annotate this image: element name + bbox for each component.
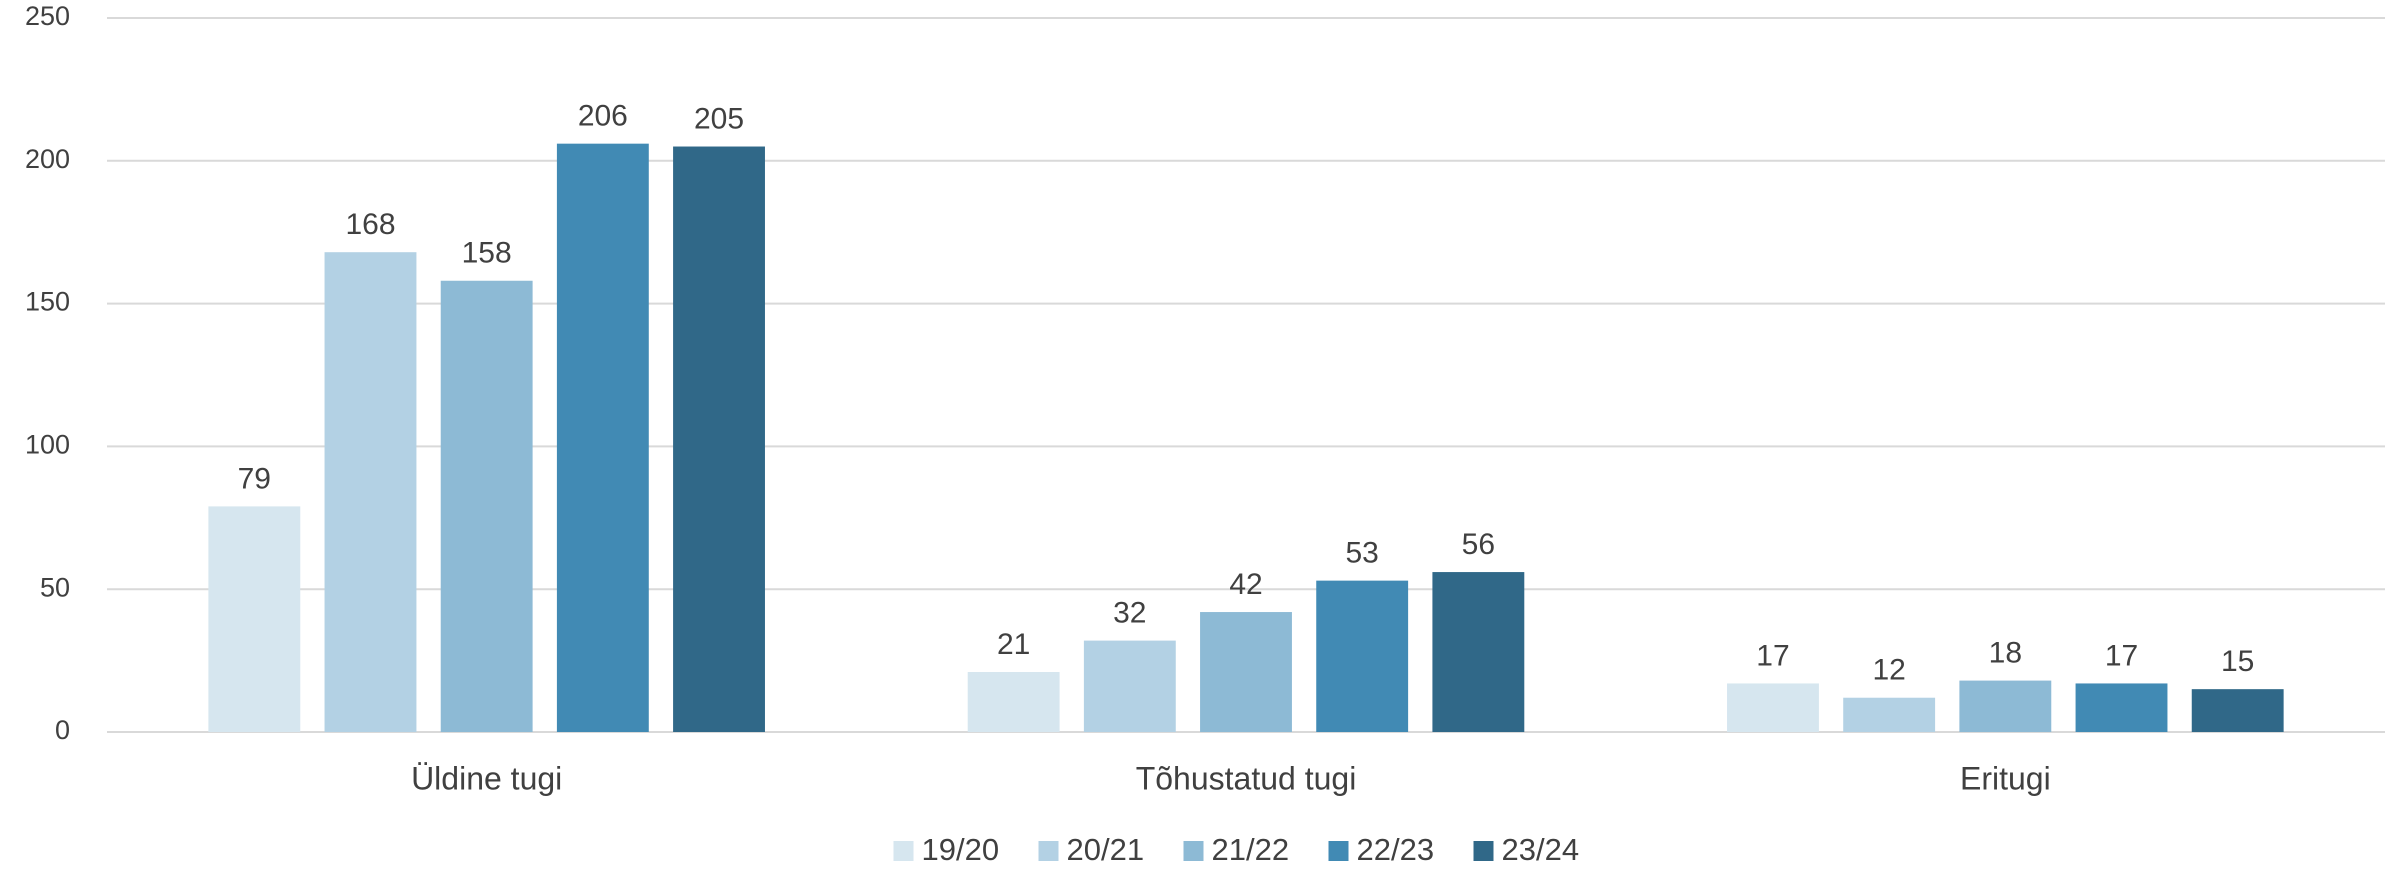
data-label: 21 [997,628,1030,661]
bar [556,143,649,732]
data-label: 18 [1989,637,2022,670]
data-label: 56 [1462,528,1495,561]
legend-label: 19/20 [922,832,1000,867]
legend-swatch [1038,841,1059,861]
legend-label: 22/23 [1357,832,1435,867]
data-label: 158 [462,237,512,270]
legend-label: 23/24 [1502,832,1580,867]
bar [2191,689,2284,732]
legend-label: 20/21 [1067,832,1145,867]
legend-swatch [1183,841,1204,861]
x-tick-label: Üldine tugi [411,760,562,796]
y-tick-label: 0 [55,715,70,745]
bar [1200,612,1292,732]
data-label: 205 [694,102,744,135]
bar [2075,683,2168,732]
bar [208,506,301,732]
legend-swatch [1328,841,1349,861]
y-tick-label: 150 [25,287,70,317]
data-label: 17 [1756,639,1789,672]
x-tick-label: Tõhustatud tugi [1136,760,1357,796]
y-tick-label: 250 [25,1,70,31]
bar [1316,580,1409,732]
data-label: 168 [345,208,395,241]
legend-label: 21/22 [1212,832,1290,867]
bar [1843,697,1936,732]
bar [1959,680,2052,732]
y-tick-label: 100 [25,430,70,460]
y-tick-label: 50 [40,572,70,602]
data-label: 12 [1872,654,1905,687]
x-tick-label: Eritugi [1960,760,2051,796]
bar [1727,683,1819,732]
data-label: 79 [238,462,271,495]
bar [967,672,1060,732]
bar [1083,640,1176,732]
data-label: 32 [1113,597,1146,630]
data-label: 15 [2221,645,2254,678]
bar [324,252,417,732]
bar [673,146,765,732]
data-label: 42 [1229,568,1262,601]
data-label: 53 [1345,537,1378,570]
legend-swatch [893,841,914,861]
bar [440,280,533,732]
y-tick-label: 200 [25,144,70,174]
data-label: 17 [2105,639,2138,672]
legend-swatch [1473,841,1494,861]
data-label: 206 [578,100,628,133]
bar [1432,572,1525,732]
